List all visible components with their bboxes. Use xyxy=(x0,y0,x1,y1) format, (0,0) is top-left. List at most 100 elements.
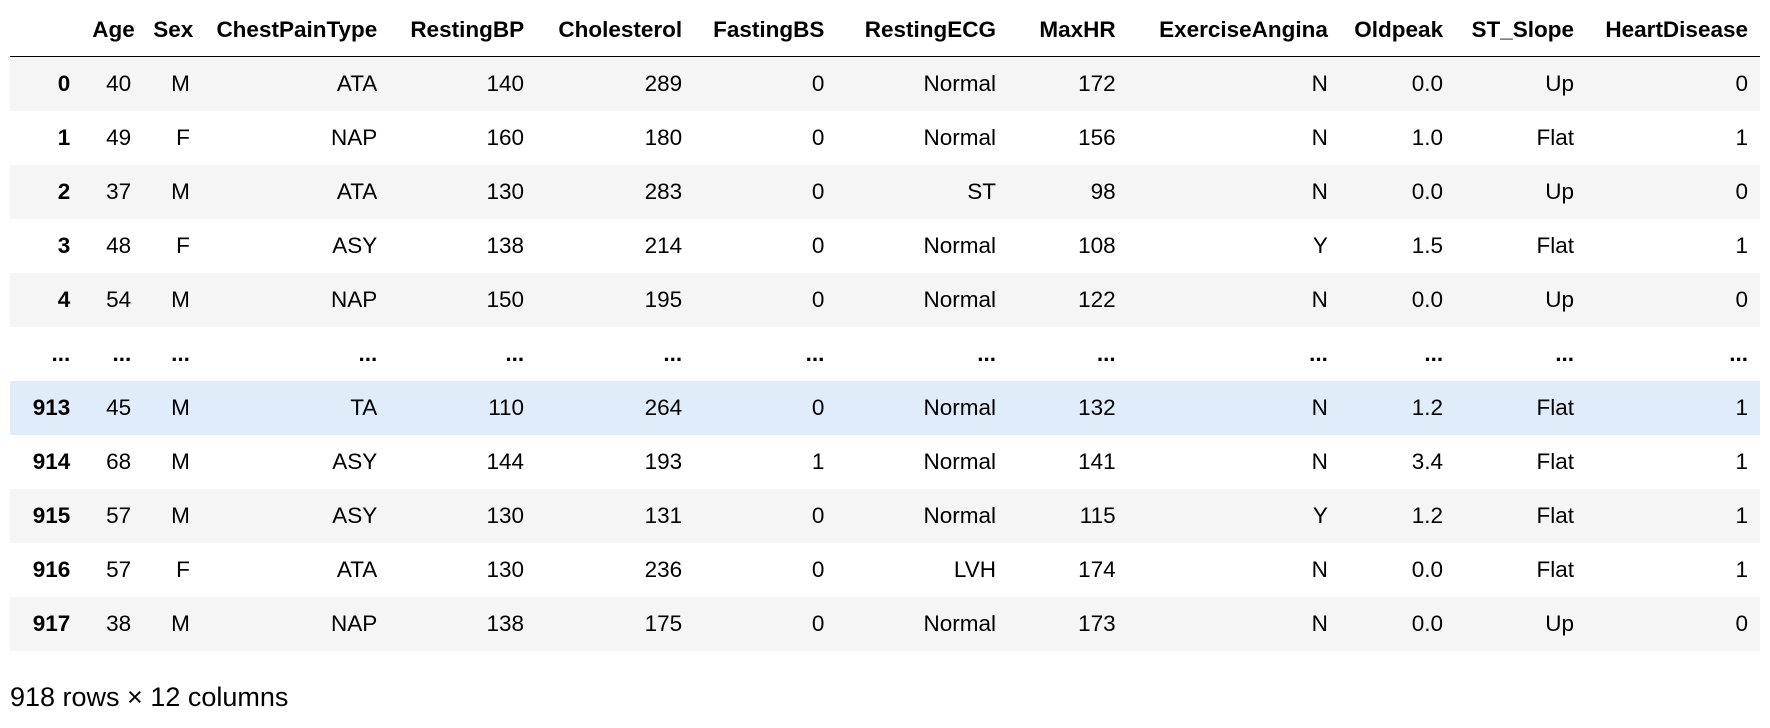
cell-cholesterol: ... xyxy=(663,341,683,366)
cell-restingbp: 160 xyxy=(486,125,525,150)
cell-st-slope: Up xyxy=(1545,179,1575,204)
cell-chestpaintype: ATA xyxy=(336,557,378,582)
cell-restingecg: Normal xyxy=(923,125,996,150)
cell-age: 37 xyxy=(106,179,132,204)
row-index: 915 xyxy=(32,503,71,528)
cell-age: 57 xyxy=(106,503,132,528)
cell-maxhr: 141 xyxy=(1078,449,1116,474)
cell-fastingbs: ... xyxy=(805,341,825,366)
cell-maxhr: 172 xyxy=(1078,71,1116,96)
cell-maxhr: ... xyxy=(1096,341,1116,366)
row-index: 914 xyxy=(32,449,71,474)
column-header-chestpaintype: ChestPainType xyxy=(201,4,390,57)
cell-cholesterol: 236 xyxy=(644,557,683,582)
cell-exerciseangina: N xyxy=(1311,71,1328,96)
cell-exerciseangina: N xyxy=(1311,449,1328,474)
cell-fastingbs: 1 xyxy=(811,449,825,474)
cell-chestpaintype: NAP xyxy=(331,125,378,150)
dataframe-table: Age Sex ChestPainType RestingBP Cholesterol F… xyxy=(10,4,1760,651)
row-index: 4 xyxy=(57,287,71,312)
cell-heartdisease: 1 xyxy=(1735,233,1748,258)
cell-restingbp: 130 xyxy=(486,557,525,582)
cell-restingbp: 150 xyxy=(486,287,525,312)
shape-summary: 918 rows × 12 columns xyxy=(10,682,289,712)
cell-st-slope: Flat xyxy=(1536,395,1575,420)
cell-fastingbs: 0 xyxy=(811,179,825,204)
cell-fastingbs: 0 xyxy=(811,557,825,582)
cell-restingecg: Normal xyxy=(923,71,996,96)
cell-age: 38 xyxy=(106,611,132,636)
cell-restingecg: Normal xyxy=(923,449,996,474)
cell-cholesterol: 195 xyxy=(644,287,683,312)
cell-heartdisease: 1 xyxy=(1735,395,1748,420)
cell-age: 49 xyxy=(106,125,132,150)
cell-heartdisease: 0 xyxy=(1735,611,1748,636)
table-row: 914 68 M ASY 144 193 1 Normal 141 N 3.4 Flat 1 xyxy=(10,435,1760,489)
column-header-age: Age xyxy=(82,4,144,57)
cell-oldpeak: 1.2 xyxy=(1411,503,1444,528)
cell-heartdisease: 0 xyxy=(1735,287,1748,312)
cell-exerciseangina: N xyxy=(1311,125,1328,150)
row-index: 2 xyxy=(57,179,71,204)
cell-sex: M xyxy=(171,71,190,96)
cell-st-slope: Up xyxy=(1545,611,1575,636)
cell-cholesterol: 193 xyxy=(644,449,683,474)
cell-age: 45 xyxy=(106,395,132,420)
cell-st-slope: Up xyxy=(1545,71,1575,96)
index-header xyxy=(10,4,83,57)
cell-age: ... xyxy=(112,341,132,366)
cell-heartdisease: 1 xyxy=(1735,449,1748,474)
table-row: 915 57 M ASY 130 131 0 Normal 115 Y 1.2 Flat 1 xyxy=(10,489,1760,543)
cell-st-slope: Flat xyxy=(1536,557,1575,582)
column-header-sex: Sex xyxy=(143,4,202,57)
row-index: 1 xyxy=(57,125,71,150)
cell-sex: F xyxy=(176,557,190,582)
cell-oldpeak: 0.0 xyxy=(1411,71,1444,96)
cell-exerciseangina: Y xyxy=(1312,233,1328,258)
table-row: 917 38 M NAP 138 175 0 Normal 173 N 0.0 Up 0 xyxy=(10,597,1760,651)
cell-fastingbs: 0 xyxy=(811,611,825,636)
cell-exerciseangina: N xyxy=(1311,287,1328,312)
cell-heartdisease: 1 xyxy=(1735,557,1748,582)
cell-chestpaintype: ... xyxy=(358,341,378,366)
column-header-heartdisease: HeartDisease xyxy=(1586,4,1760,57)
cell-st-slope: ... xyxy=(1555,341,1575,366)
row-index: 916 xyxy=(32,557,71,582)
cell-oldpeak: 0.0 xyxy=(1411,287,1444,312)
cell-restingbp: 144 xyxy=(486,449,525,474)
cell-fastingbs: 0 xyxy=(811,503,825,528)
cell-heartdisease: ... xyxy=(1729,341,1748,366)
table-row: 913 45 M TA 110 264 0 Normal 132 N 1.2 Flat 1 xyxy=(10,381,1760,435)
cell-sex: F xyxy=(176,125,190,150)
cell-cholesterol: 175 xyxy=(644,611,683,636)
column-header-maxhr: MaxHR xyxy=(1008,4,1128,57)
cell-oldpeak: 0.0 xyxy=(1411,611,1444,636)
cell-chestpaintype: ATA xyxy=(336,179,378,204)
cell-heartdisease: 0 xyxy=(1735,71,1748,96)
row-index: 0 xyxy=(57,71,71,96)
cell-age: 68 xyxy=(106,449,132,474)
cell-cholesterol: 214 xyxy=(644,233,683,258)
table-row: 0 40 M ATA 140 289 0 Normal 172 N 0.0 Up 0 xyxy=(10,56,1760,111)
cell-maxhr: 156 xyxy=(1078,125,1116,150)
cell-maxhr: 122 xyxy=(1078,287,1116,312)
cell-maxhr: 174 xyxy=(1078,557,1116,582)
cell-restingecg: ... xyxy=(977,341,996,366)
cell-oldpeak: 1.2 xyxy=(1411,395,1444,420)
cell-restingecg: Normal xyxy=(923,233,996,258)
cell-exerciseangina: ... xyxy=(1309,341,1328,366)
cell-oldpeak: 1.5 xyxy=(1411,233,1444,258)
cell-chestpaintype: ATA xyxy=(336,71,378,96)
column-header-exerciseangina: ExerciseAngina xyxy=(1127,4,1340,57)
cell-exerciseangina: N xyxy=(1311,611,1328,636)
cell-exerciseangina: Y xyxy=(1312,503,1328,528)
cell-maxhr: 115 xyxy=(1079,503,1116,528)
column-header-restingbp: RestingBP xyxy=(389,4,537,57)
cell-chestpaintype: ASY xyxy=(332,233,378,258)
cell-sex: M xyxy=(171,395,190,420)
cell-restingbp: 130 xyxy=(486,179,525,204)
table-body: 0 40 M ATA 140 289 0 Normal 172 N 0.0 Up 0 1 49 F NAP 160… xyxy=(10,56,1760,651)
cell-restingecg: ST xyxy=(967,179,996,204)
cell-age: 40 xyxy=(106,71,132,96)
cell-fastingbs: 0 xyxy=(811,395,825,420)
